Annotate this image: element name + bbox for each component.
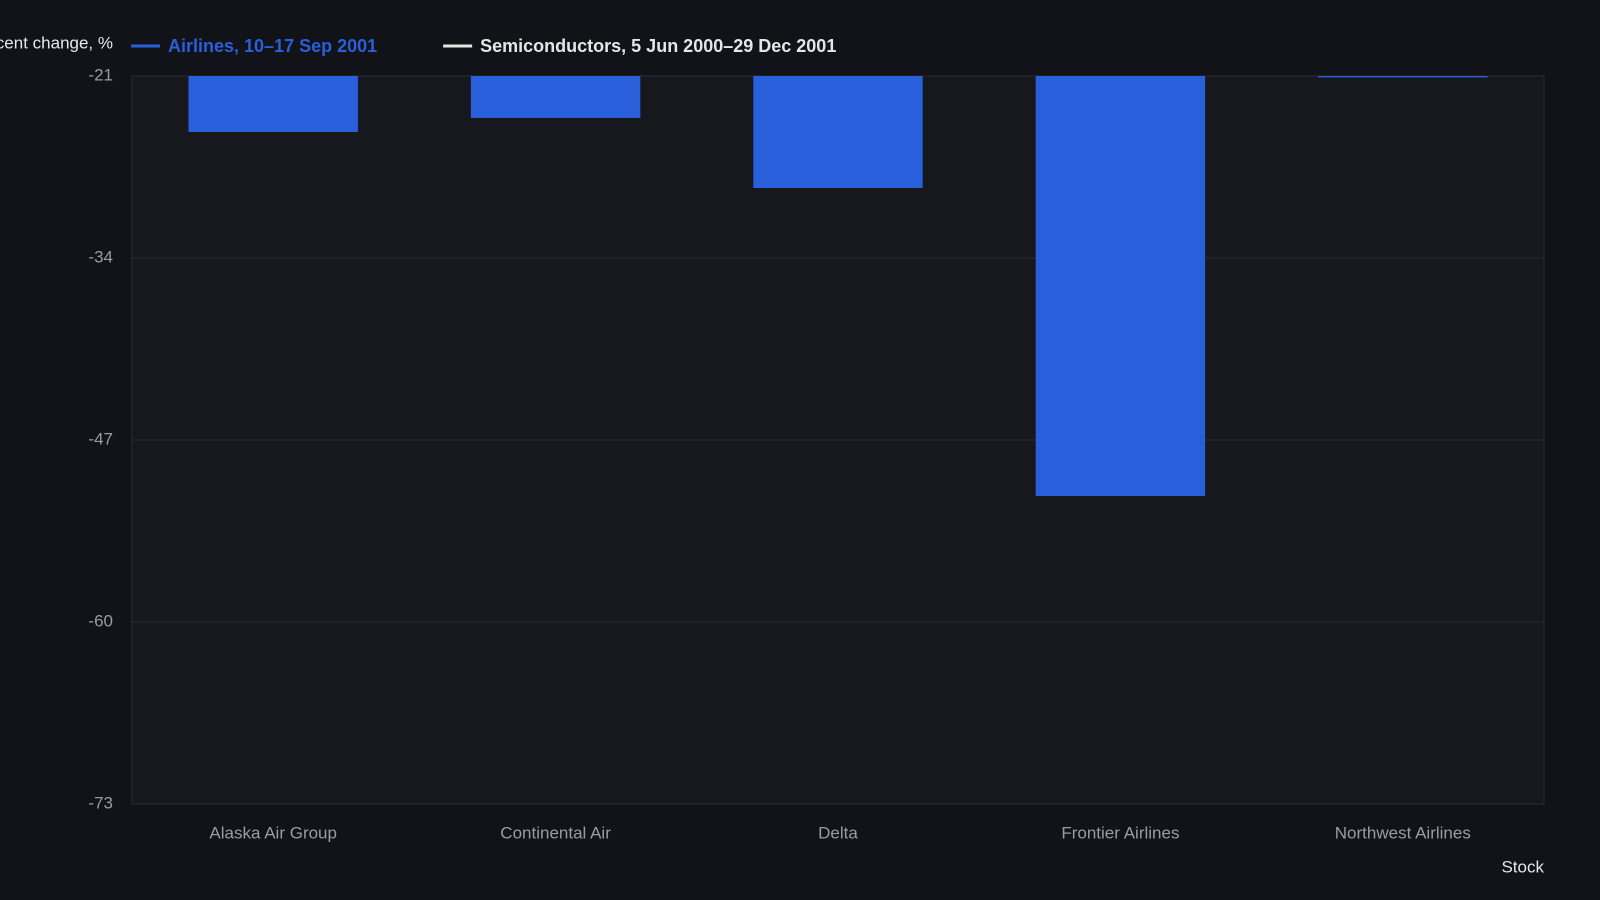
x-tick-label: Northwest Airlines <box>1335 823 1471 842</box>
y-axis-title: Percent change, % <box>0 33 113 52</box>
bar <box>753 76 923 188</box>
bar <box>470 76 641 118</box>
x-tick-label: Alaska Air Group <box>209 823 337 842</box>
y-tick-label: -73 <box>88 793 113 812</box>
x-tick-label: Delta <box>818 823 858 842</box>
y-tick-label: -60 <box>88 611 113 630</box>
y-tick-label: -21 <box>88 65 113 84</box>
x-tick-label: Frontier Airlines <box>1061 823 1179 842</box>
y-tick-label: -47 <box>88 429 113 448</box>
x-axis-title: Stock <box>1501 857 1544 876</box>
legend-label: Airlines, 10–17 Sep 2001 <box>168 36 377 56</box>
x-tick-label: Continental Air <box>500 823 611 842</box>
legend-label: Semiconductors, 5 Jun 2000–29 Dec 2001 <box>480 36 836 56</box>
y-tick-label: -34 <box>88 247 113 266</box>
bar <box>1035 76 1206 496</box>
bar <box>1318 76 1488 78</box>
bar <box>188 76 358 132</box>
